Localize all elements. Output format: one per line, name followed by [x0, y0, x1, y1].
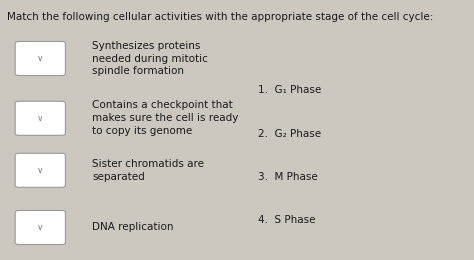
Text: 2.  G₂ Phase: 2. G₂ Phase [258, 129, 321, 139]
FancyBboxPatch shape [15, 101, 65, 135]
Text: Match the following cellular activities with the appropriate stage of the cell c: Match the following cellular activities … [7, 12, 434, 22]
Text: v: v [38, 54, 43, 63]
FancyBboxPatch shape [15, 211, 65, 244]
Text: 1.  G₁ Phase: 1. G₁ Phase [258, 85, 321, 95]
Text: v: v [38, 114, 43, 123]
Text: DNA replication: DNA replication [92, 223, 174, 232]
Text: Synthesizes proteins
needed during mitotic
spindle formation: Synthesizes proteins needed during mitot… [92, 41, 208, 76]
FancyBboxPatch shape [15, 153, 65, 187]
Text: Contains a checkpoint that
makes sure the cell is ready
to copy its genome: Contains a checkpoint that makes sure th… [92, 101, 239, 136]
Text: v: v [38, 166, 43, 175]
Text: 4.  S Phase: 4. S Phase [258, 215, 316, 225]
FancyBboxPatch shape [15, 41, 65, 75]
Text: Sister chromatids are
separated: Sister chromatids are separated [92, 159, 204, 182]
Text: v: v [38, 223, 43, 232]
Text: 3.  M Phase: 3. M Phase [258, 172, 318, 182]
